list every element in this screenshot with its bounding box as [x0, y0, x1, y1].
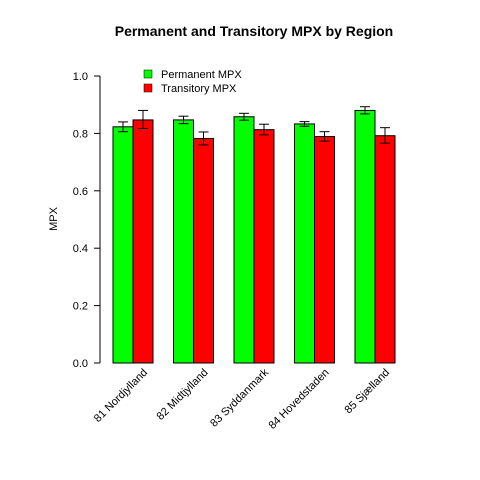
legend-swatch [143, 69, 153, 79]
legend-label: Permanent MPX [161, 69, 242, 81]
x-category-label: 85 Sjælland [343, 367, 393, 417]
bar-permanent [294, 123, 315, 364]
y-tick-label: 0.4 [73, 243, 88, 255]
legend-label: Transitory MPX [161, 83, 237, 95]
bar-permanent [173, 119, 194, 364]
x-category-label: 84 Hovedstaden [266, 367, 331, 432]
bar-permanent [354, 109, 376, 364]
bar-transitory [132, 119, 154, 364]
y-tick-label: 1.0 [73, 71, 88, 83]
y-axis: 0.0 0.2 0.4 0.6 0.8 1.0 [73, 71, 101, 370]
error-bars [118, 106, 390, 146]
x-category-label: 81 Nordjylland [92, 367, 150, 425]
bar-transitory [314, 136, 335, 364]
x-category-label: 83 Syddanmark [208, 366, 271, 429]
y-tick-label: 0.2 [73, 301, 88, 313]
y-tick-label: 0.0 [73, 358, 88, 370]
y-tick-label: 0.8 [73, 128, 88, 140]
legend: Permanent MPX Transitory MPX [143, 69, 242, 95]
bars [112, 109, 396, 364]
bar-transitory [253, 129, 275, 364]
chart-title: Permanent and Transitory MPX by Region [115, 23, 394, 39]
bar-transitory [193, 138, 214, 364]
bar-permanent [112, 126, 134, 364]
y-axis-label: MPX [48, 206, 60, 231]
y-tick-label: 0.6 [73, 186, 88, 198]
legend-swatch [143, 83, 153, 93]
bar-transitory [374, 135, 396, 364]
x-category-label: 82 Midtjylland [155, 367, 211, 423]
bar-permanent [233, 116, 255, 364]
